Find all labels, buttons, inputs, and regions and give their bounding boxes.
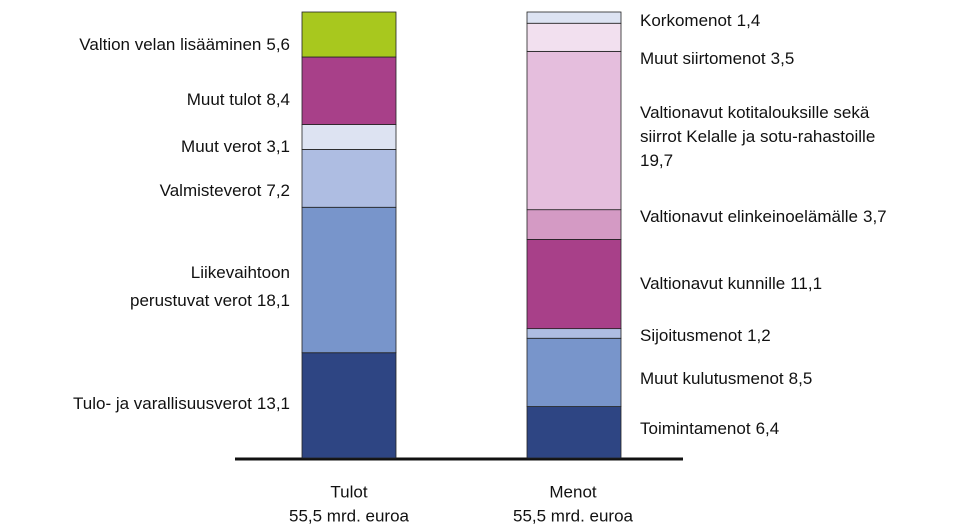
label-value: 8,5: [789, 369, 813, 388]
label-value: 3,7: [863, 207, 887, 226]
label-name: Tulo- ja varallisuusverot: [73, 394, 252, 413]
label-name: Toimintamenot: [640, 419, 751, 438]
label-name: Sijoitusmenot: [640, 326, 742, 345]
category-label: Menot: [549, 482, 597, 501]
label-value: 19,7: [640, 151, 673, 170]
segment-label: Sijoitusmenot 1,2: [640, 326, 771, 345]
bar-segment: [526, 337, 622, 407]
bar-segment: [301, 206, 397, 354]
category-total: 55,5 mrd. euroa: [513, 506, 634, 525]
bar-segment: [526, 50, 622, 211]
label-value: 1,4: [737, 11, 761, 30]
label-value: 3,5: [771, 49, 795, 68]
segment-label: Toimintamenot 6,4: [640, 419, 779, 438]
label-value: 7,2: [266, 181, 290, 200]
category-label: Tulot: [330, 482, 367, 501]
label-value: 5,6: [266, 35, 290, 54]
segment-label: Valtionavut elinkeinoelämälle 3,7: [640, 207, 887, 226]
label-value: 1,2: [747, 326, 771, 345]
label-name: Valtionavut kunnille: [640, 274, 785, 293]
bar-segment: [526, 11, 622, 24]
bar-segment: [526, 22, 622, 52]
label-name: Muut tulot: [187, 90, 262, 109]
label-value: 13,1: [257, 394, 290, 413]
label-name: perustuvat verot: [130, 291, 252, 310]
label-name: Korkomenot: [640, 11, 732, 30]
bar-segment: [301, 56, 397, 125]
segment-label: Muut verot 3,1: [181, 137, 290, 156]
bar-segment: [526, 209, 622, 240]
segment-label: Liikevaihtoon perustuvat verot 18,1: [130, 263, 290, 310]
segment-label: Korkomenot 1,4: [640, 11, 760, 30]
label-name: Valtionavut elinkeinoelämälle: [640, 207, 858, 226]
label-name: Valtionavut kotitalouksille sekä: [640, 103, 870, 122]
label-name: Muut siirtomenot: [640, 49, 766, 68]
bar-segment: [526, 239, 622, 330]
segment-label: Valtionavut kotitalouksille sekä siirrot …: [640, 103, 875, 170]
bar-segment: [301, 11, 397, 58]
label-name: Valmisteverot: [160, 181, 262, 200]
bar-segment: [301, 124, 397, 150]
segment-label: Tulo- ja varallisuusverot 13,1: [73, 394, 290, 413]
label-name: siirrot Kelalle ja sotu-rahastoille: [640, 127, 875, 146]
label-name: Muut verot: [181, 137, 262, 156]
label-name: Muut kulutusmenot: [640, 369, 784, 388]
category-total: 55,5 mrd. euroa: [289, 506, 410, 525]
segment-label: Muut siirtomenot 3,5: [640, 49, 794, 68]
label-name: Valtion velan lisääminen: [79, 35, 261, 54]
label-value: 11,1: [790, 274, 822, 293]
segment-label: Valtion velan lisääminen 5,6: [79, 35, 290, 54]
label-value: 3,1: [266, 137, 290, 156]
label-value: 6,4: [756, 419, 780, 438]
bar-segment: [301, 352, 397, 459]
segment-label: Muut kulutusmenot 8,5: [640, 369, 812, 388]
segment-label: Valmisteverot 7,2: [160, 181, 290, 200]
bar-segment: [526, 328, 622, 339]
bar-segment: [526, 406, 622, 459]
label-name: Liikevaihtoon: [191, 263, 290, 282]
segment-label: Muut tulot 8,4: [187, 90, 290, 109]
bar-segment: [301, 149, 397, 208]
label-value: 8,4: [266, 90, 290, 109]
label-value: 18,1: [257, 291, 290, 310]
segment-label: Valtionavut kunnille 11,1: [640, 274, 822, 293]
